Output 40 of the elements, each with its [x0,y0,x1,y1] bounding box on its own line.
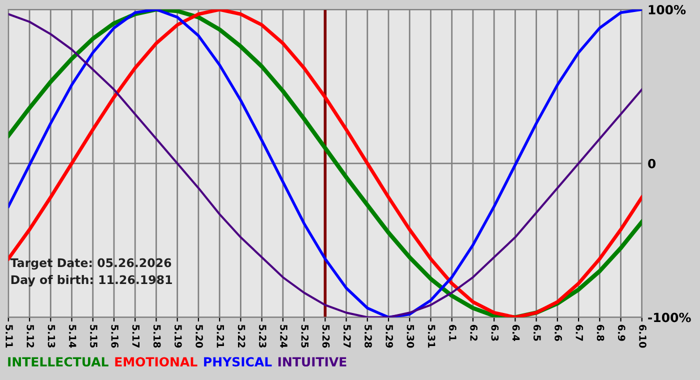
x-tick-label: 5.21 [216,324,224,348]
x-tick-label: 5.13 [48,324,56,348]
x-tick-label: 5.16 [111,324,119,348]
x-tick-label: 5.20 [196,324,203,348]
x-tick-label: 6.5 [533,324,541,341]
x-tick-label: 5.19 [174,324,182,348]
annotation: Day of birth: 11.26.1981 [11,275,172,287]
x-tick-label: 5.17 [132,324,140,348]
annotation: Target Date: 05.26.2026 [10,258,172,270]
x-tick-label: 6.1 [449,324,456,341]
text: PHYSICAL [204,357,272,367]
x-tick-label: 5.11 [6,324,13,348]
x-tick-label: 6.4 [512,324,520,342]
x-tick-label: 5.31 [428,324,436,348]
text: INTELLECTUAL [8,357,108,367]
x-tick-label: 6.10 [639,324,646,348]
x-tick-label: 5.26 [322,324,330,348]
x-tick-label: 5.12 [26,324,34,348]
x-tick-label: 6.9 [618,324,626,341]
x-tick-label: 5.30 [406,324,414,348]
x-tick-label: 6.6 [554,324,562,341]
text: EMOTIONAL [115,357,198,367]
x-tick-label: 5.25 [301,324,309,348]
x-tick-label: 6.8 [596,324,604,341]
x-tick-label: 5.14 [68,324,76,348]
text: INTUITIVE [278,357,346,367]
x-tick-label: 6.3 [491,324,499,341]
x-tick-label: 5.28 [364,324,372,348]
x-tick-label: 6.7 [576,324,584,341]
x-tick-label: 5.29 [386,324,394,348]
y-tick-label: -100% [648,312,691,322]
x-tick-label: 5.23 [258,324,266,348]
x-tick-label: 6.2 [470,324,478,341]
x-tick-label: 5.15 [90,324,98,348]
x-tick-label: 5.18 [153,324,161,348]
x-tick-label: 5.22 [238,324,246,348]
x-tick-label: 5.27 [343,324,351,348]
y-tick-label: 0 [648,158,656,168]
x-tick-label: 5.24 [280,324,288,348]
y-tick-label: 100% [648,4,686,14]
